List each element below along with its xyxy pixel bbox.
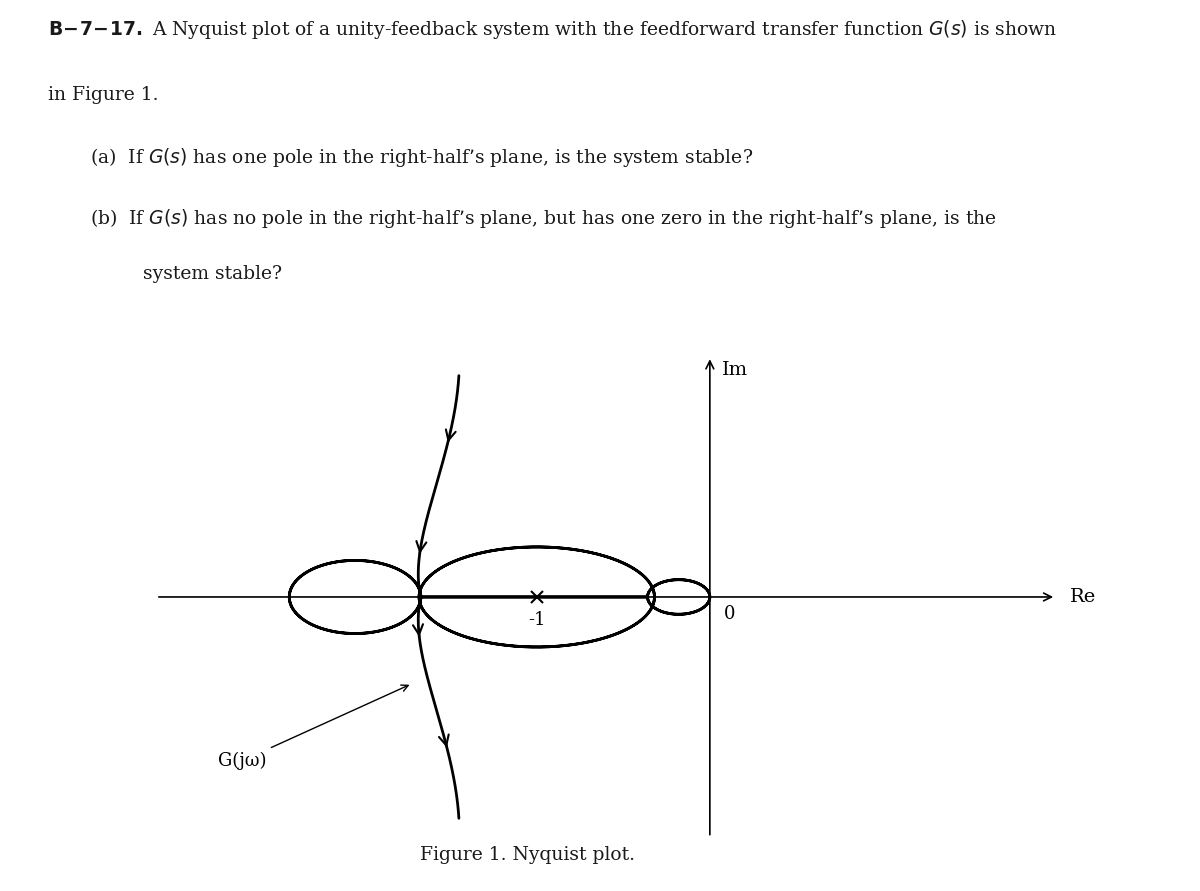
Text: G(jω): G(jω) — [218, 685, 408, 770]
Text: Figure 1. Nyquist plot.: Figure 1. Nyquist plot. — [420, 846, 636, 863]
Text: in Figure 1.: in Figure 1. — [48, 86, 158, 103]
Text: (a)  If $G(s)$ has one pole in the right-half’s plane, is the system stable?: (a) If $G(s)$ has one pole in the right-… — [90, 146, 754, 169]
Text: $\mathbf{B\!-\!7\!-\!17.}$ A Nyquist plot of a unity-feedback system with the fe: $\mathbf{B\!-\!7\!-\!17.}$ A Nyquist plo… — [48, 18, 1057, 41]
Text: Im: Im — [722, 361, 748, 380]
Text: -1: -1 — [528, 611, 546, 629]
Text: 0: 0 — [724, 605, 736, 623]
Text: (b)  If $G(s)$ has no pole in the right-half’s plane, but has one zero in the ri: (b) If $G(s)$ has no pole in the right-h… — [90, 208, 997, 231]
Text: system stable?: system stable? — [143, 265, 282, 283]
Text: Re: Re — [1070, 588, 1096, 606]
